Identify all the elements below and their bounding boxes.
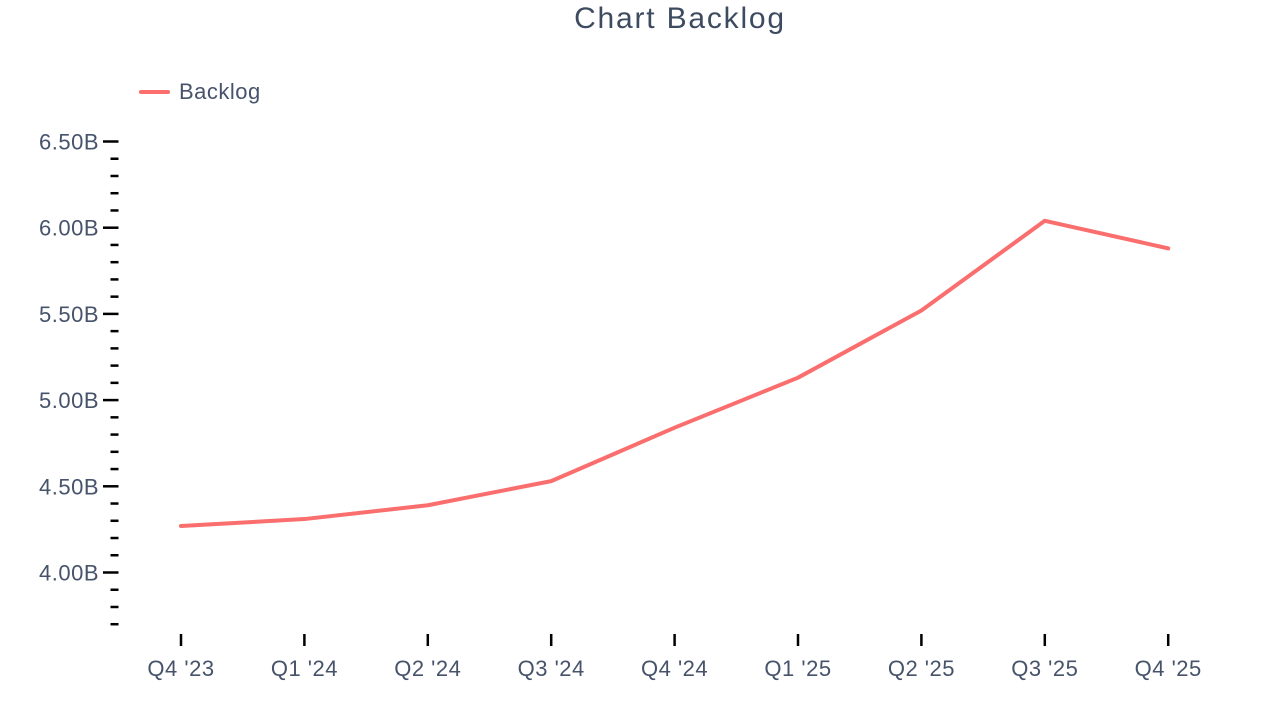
legend-line-swatch [139,89,170,95]
x-tick-label: Q2 '24 [394,656,461,681]
y-tick-label: 5.00B [39,388,99,413]
x-tick-label: Q4 '25 [1135,656,1202,681]
y-tick-label: 4.50B [39,474,99,499]
legend-item-backlog[interactable]: Backlog [139,79,261,104]
x-tick-label: Q1 '25 [764,656,831,681]
x-tick-label: Q4 '24 [641,656,708,681]
y-tick-label: 6.00B [39,216,99,241]
chart-title: Chart Backlog [574,2,786,35]
x-tick-label: Q3 '25 [1011,656,1078,681]
x-tick-label: Q4 '23 [147,656,214,681]
y-tick-label: 6.50B [39,130,99,155]
backlog-series-line [179,218,1171,528]
y-tick-label: 4.00B [39,561,99,586]
x-tick-label: Q1 '24 [271,656,338,681]
x-tick-label: Q2 '25 [888,656,955,681]
y-tick-label: 5.50B [39,302,99,327]
legend-label: Backlog [179,79,261,104]
x-tick-label: Q3 '24 [518,656,585,681]
